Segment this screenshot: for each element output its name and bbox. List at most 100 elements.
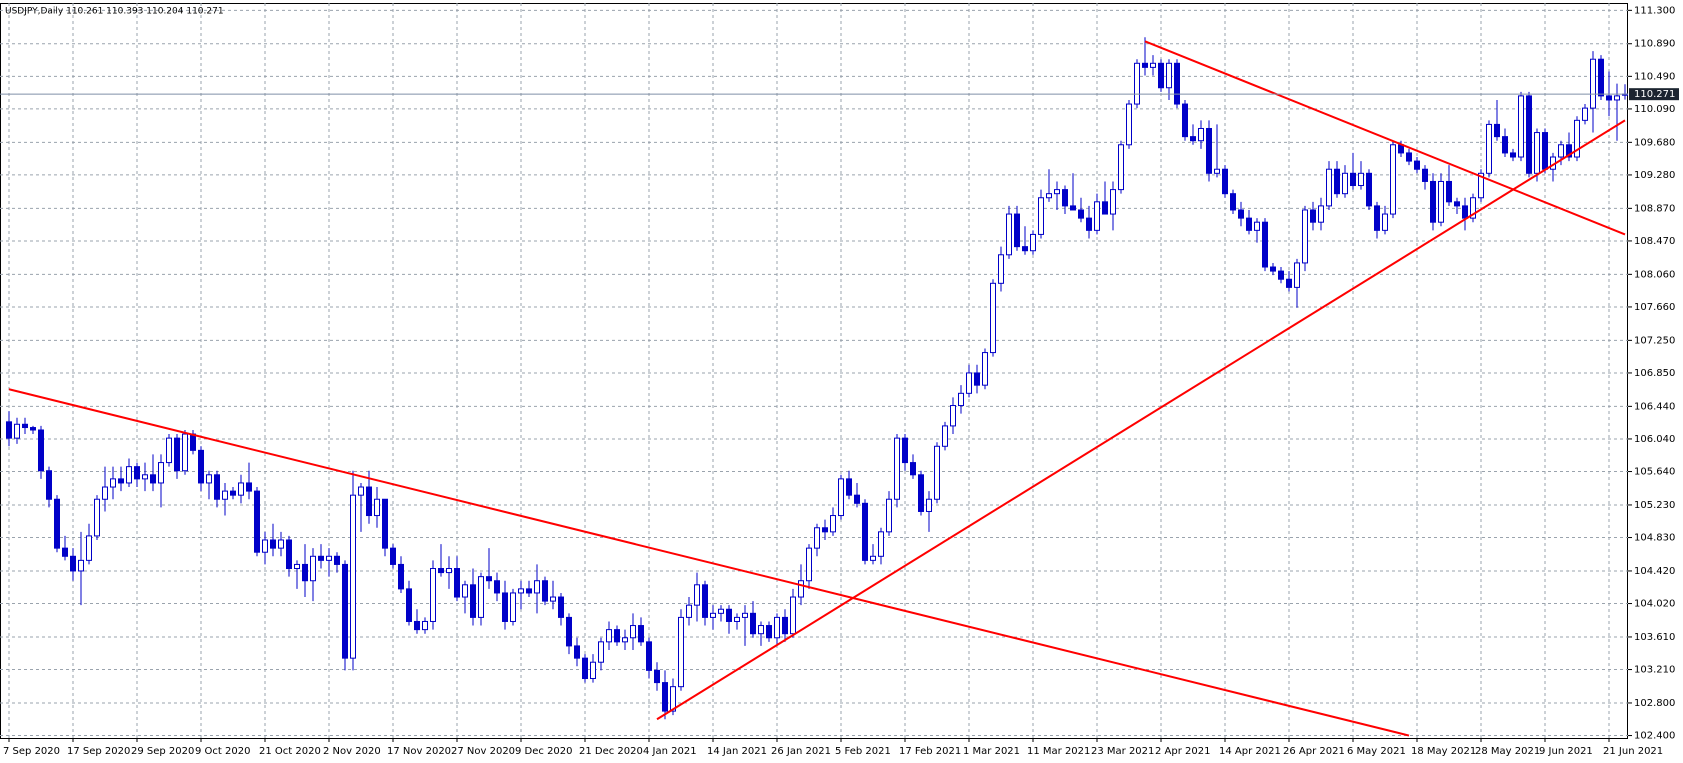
x-tick-label: 14 Apr 2021 bbox=[1219, 746, 1281, 757]
candle-body bbox=[1326, 168, 1332, 207]
candle-body bbox=[1366, 172, 1372, 207]
candle-body bbox=[534, 580, 540, 594]
candle-body bbox=[990, 282, 996, 354]
candle-body bbox=[118, 478, 124, 484]
candle-body bbox=[1070, 205, 1076, 211]
candle-body bbox=[1030, 233, 1036, 252]
candle-body bbox=[830, 515, 836, 533]
candle-body bbox=[38, 429, 44, 472]
candle-body bbox=[1182, 103, 1188, 138]
candle-body bbox=[174, 437, 180, 472]
candle-body bbox=[78, 559, 84, 572]
candle-body bbox=[1382, 213, 1388, 231]
candle-body bbox=[462, 584, 468, 598]
y-tick-label: 108.060 bbox=[1634, 269, 1675, 280]
marks-layer bbox=[0, 37, 1628, 737]
candle-body bbox=[1126, 103, 1132, 146]
candle-body bbox=[1078, 209, 1084, 219]
candle-body bbox=[686, 604, 692, 618]
candle-body bbox=[734, 616, 740, 622]
plot-frame bbox=[0, 3, 1628, 739]
candle-body bbox=[574, 645, 580, 659]
candle-body bbox=[206, 474, 212, 484]
candle-body bbox=[566, 616, 572, 647]
y-tick-label: 111.300 bbox=[1634, 5, 1675, 16]
candle-body bbox=[638, 625, 644, 643]
candle-body bbox=[678, 616, 684, 688]
candle-body bbox=[774, 616, 780, 639]
chart-title: USDJPY,Daily 110.261 110.393 110.204 110… bbox=[5, 7, 224, 17]
y-tick-label: 102.800 bbox=[1634, 698, 1675, 709]
candle-body bbox=[1462, 205, 1468, 219]
candle-body bbox=[294, 563, 300, 570]
candle-body bbox=[838, 478, 844, 517]
candle-body bbox=[494, 580, 500, 594]
x-tick-label: 29 Sep 2020 bbox=[131, 746, 194, 757]
candle-body bbox=[1022, 246, 1028, 252]
candle-body bbox=[910, 462, 916, 476]
candle-body bbox=[1110, 189, 1116, 215]
candle-body bbox=[1006, 213, 1012, 256]
candle-body bbox=[478, 576, 484, 618]
candle-body bbox=[222, 490, 228, 500]
candle-body bbox=[998, 254, 1004, 284]
candle-body bbox=[1414, 160, 1420, 170]
candle-body bbox=[358, 486, 364, 496]
candle-body bbox=[1454, 201, 1460, 207]
y-tick-label: 110.490 bbox=[1634, 71, 1675, 82]
candle-body bbox=[150, 474, 156, 484]
grid-layer bbox=[0, 3, 1628, 738]
candle-body bbox=[230, 490, 236, 496]
x-tick-label: 1 Mar 2021 bbox=[963, 746, 1020, 757]
x-tick-label: 17 Nov 2020 bbox=[387, 746, 451, 757]
x-tick-label: 26 Apr 2021 bbox=[1283, 746, 1345, 757]
candle-body bbox=[1238, 209, 1244, 219]
candle-body bbox=[1478, 172, 1484, 199]
candle-body bbox=[622, 637, 628, 643]
candle-body bbox=[166, 437, 172, 464]
x-tick-label: 14 Jan 2021 bbox=[707, 746, 767, 757]
current-price-tag bbox=[1629, 88, 1679, 101]
candle-body bbox=[606, 629, 612, 643]
candle-body bbox=[1590, 58, 1596, 109]
y-tick-label: 105.230 bbox=[1634, 500, 1675, 511]
y-tick-label: 103.210 bbox=[1634, 665, 1675, 676]
candle-body bbox=[518, 588, 524, 594]
y-tick-label: 110.890 bbox=[1634, 39, 1675, 50]
candle-body bbox=[454, 568, 460, 598]
candle-body bbox=[590, 661, 596, 680]
candle-body bbox=[1286, 278, 1292, 288]
x-tick-label: 9 Jun 2021 bbox=[1539, 746, 1593, 757]
candle-body bbox=[982, 352, 988, 386]
x-tick-label: 26 Jan 2021 bbox=[771, 746, 831, 757]
candle-body bbox=[22, 423, 28, 429]
candle-body bbox=[814, 527, 820, 549]
candle-body bbox=[30, 427, 36, 431]
candle-body bbox=[902, 437, 908, 464]
x-tick-label: 27 Nov 2020 bbox=[451, 746, 515, 757]
x-tick-label: 9 Dec 2020 bbox=[515, 746, 573, 757]
candle-body bbox=[398, 563, 404, 590]
x-tick-label: 21 Oct 2020 bbox=[259, 746, 321, 757]
candle-body bbox=[142, 474, 148, 480]
candle-body bbox=[886, 498, 892, 533]
candle-body bbox=[1350, 172, 1356, 187]
y-tick-label: 106.850 bbox=[1634, 368, 1675, 379]
candle-body bbox=[1318, 205, 1324, 223]
candle-body bbox=[694, 584, 700, 606]
y-tick-label: 105.640 bbox=[1634, 467, 1675, 478]
candle-body bbox=[1046, 193, 1052, 199]
candle-body bbox=[502, 592, 508, 622]
candle-body bbox=[1038, 197, 1044, 235]
candle-body bbox=[1134, 62, 1140, 105]
x-tick-label: 11 Mar 2021 bbox=[1027, 746, 1090, 757]
candle-body bbox=[942, 425, 948, 447]
y-tick-label: 104.830 bbox=[1634, 533, 1675, 544]
candle-body bbox=[198, 449, 204, 484]
candle-body bbox=[1142, 62, 1148, 68]
candle-body bbox=[318, 555, 324, 561]
candle-body bbox=[270, 539, 276, 549]
candle-body bbox=[94, 498, 100, 537]
candle-body bbox=[238, 482, 244, 496]
trend-line bbox=[1144, 40, 1626, 236]
